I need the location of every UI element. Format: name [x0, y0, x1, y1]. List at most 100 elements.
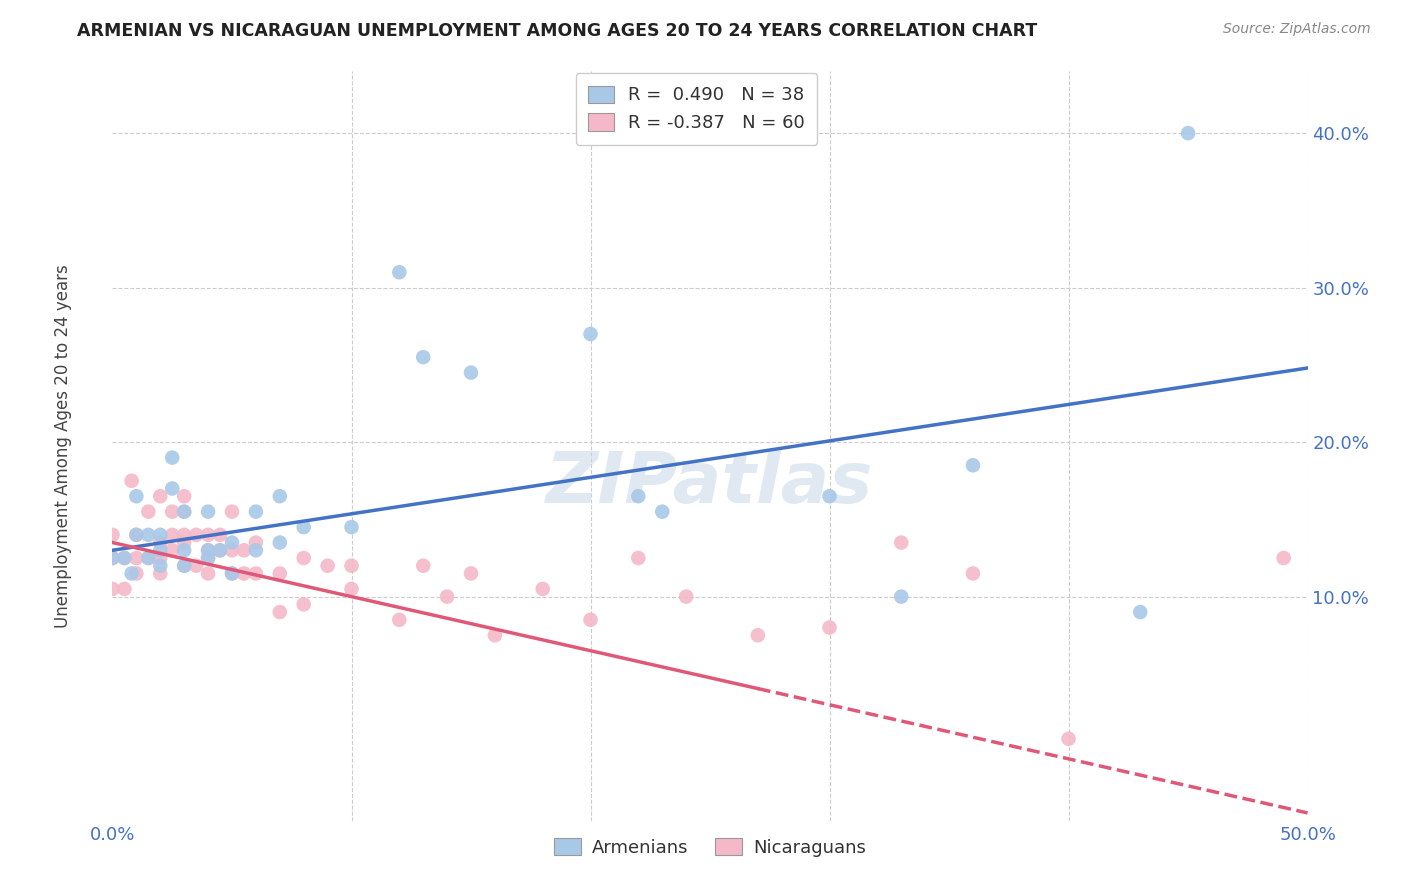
Point [340, 558, 363, 573]
Point [162, 543, 183, 558]
Point [173, 535, 195, 549]
Point [101, 551, 124, 566]
Point [890, 535, 912, 549]
Point [245, 543, 267, 558]
Point [197, 551, 219, 566]
Point [233, 566, 256, 581]
Point [173, 505, 195, 519]
Point [121, 566, 143, 581]
Point [209, 543, 232, 558]
Point [1272, 551, 1295, 566]
Point [747, 628, 769, 642]
Point [292, 551, 315, 566]
Point [173, 558, 195, 573]
Point [221, 535, 243, 549]
Point [579, 613, 602, 627]
Point [149, 489, 172, 503]
Point [162, 482, 183, 496]
Point [197, 543, 219, 558]
Legend: Armenians, Nicaraguans: Armenians, Nicaraguans [547, 830, 873, 864]
Point [114, 551, 135, 566]
Point [197, 566, 219, 581]
Point [245, 505, 267, 519]
Point [221, 505, 243, 519]
Point [162, 450, 183, 465]
Point [173, 505, 195, 519]
Point [173, 543, 195, 558]
Point [388, 613, 411, 627]
Point [121, 474, 143, 488]
Point [627, 551, 650, 566]
Text: Unemployment Among Ages 20 to 24 years: Unemployment Among Ages 20 to 24 years [55, 264, 72, 628]
Point [221, 566, 243, 581]
Text: Source: ZipAtlas.com: Source: ZipAtlas.com [1223, 22, 1371, 37]
Point [1177, 126, 1199, 140]
Point [101, 582, 124, 596]
Point [245, 535, 267, 549]
Point [531, 582, 554, 596]
Point [818, 621, 841, 635]
Point [316, 558, 339, 573]
Point [460, 366, 482, 380]
Point [651, 505, 673, 519]
Point [114, 551, 135, 566]
Point [149, 528, 172, 542]
Point [138, 551, 160, 566]
Point [675, 590, 697, 604]
Point [209, 543, 232, 558]
Point [125, 489, 148, 503]
Point [269, 605, 291, 619]
Point [186, 558, 208, 573]
Point [292, 520, 315, 534]
Point [818, 489, 841, 503]
Point [197, 543, 219, 558]
Point [173, 528, 195, 542]
Point [233, 543, 256, 558]
Point [269, 566, 291, 581]
Point [436, 590, 458, 604]
Point [209, 528, 232, 542]
Text: ZIPatlas: ZIPatlas [547, 449, 873, 518]
Point [149, 551, 172, 566]
Point [340, 520, 363, 534]
Point [138, 551, 160, 566]
Point [245, 566, 267, 581]
Point [173, 489, 195, 503]
Point [1129, 605, 1152, 619]
Point [186, 528, 208, 542]
Point [221, 543, 243, 558]
Point [197, 505, 219, 519]
Point [138, 505, 160, 519]
Point [125, 528, 148, 542]
Point [1057, 731, 1080, 746]
Point [412, 350, 434, 364]
Point [162, 505, 183, 519]
Point [173, 558, 195, 573]
Point [125, 566, 148, 581]
Point [221, 566, 243, 581]
Point [292, 598, 315, 612]
Point [962, 458, 984, 473]
Point [269, 489, 291, 503]
Point [197, 551, 219, 566]
Point [125, 551, 148, 566]
Point [412, 558, 434, 573]
Point [114, 582, 135, 596]
Point [962, 566, 984, 581]
Point [138, 528, 160, 542]
Point [460, 566, 482, 581]
Point [149, 566, 172, 581]
Point [197, 528, 219, 542]
Point [579, 326, 602, 341]
Text: ARMENIAN VS NICARAGUAN UNEMPLOYMENT AMONG AGES 20 TO 24 YEARS CORRELATION CHART: ARMENIAN VS NICARAGUAN UNEMPLOYMENT AMON… [77, 22, 1038, 40]
Point [149, 543, 172, 558]
Point [340, 582, 363, 596]
Point [484, 628, 506, 642]
Point [388, 265, 411, 279]
Point [149, 558, 172, 573]
Point [890, 590, 912, 604]
Point [269, 535, 291, 549]
Point [125, 528, 148, 542]
Point [627, 489, 650, 503]
Point [101, 551, 124, 566]
